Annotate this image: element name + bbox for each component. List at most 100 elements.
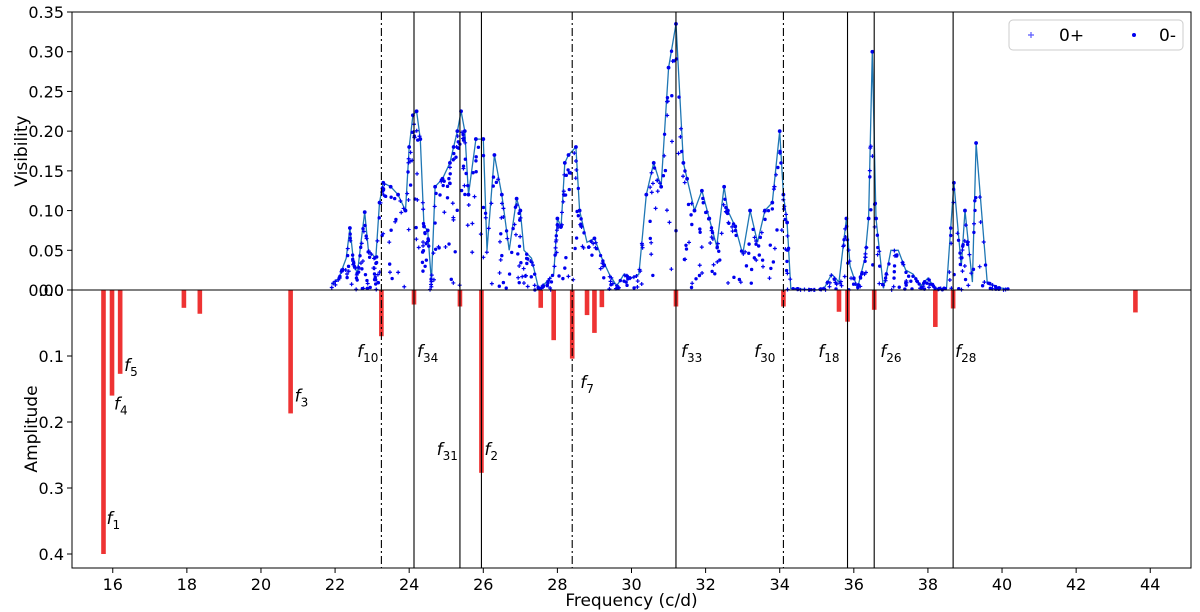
data-point-plus <box>607 274 612 279</box>
data-point-minus <box>553 253 557 257</box>
data-point-plus <box>501 215 506 220</box>
data-point-minus <box>358 254 362 258</box>
data-point-plus <box>785 233 790 238</box>
data-point-minus <box>690 222 694 227</box>
data-point-minus <box>525 261 529 266</box>
data-point-minus <box>363 223 367 228</box>
data-point-minus <box>499 192 504 197</box>
y-axis-label-visibility: Visibility <box>12 115 32 186</box>
data-point-minus <box>876 245 880 250</box>
data-point-minus <box>965 242 970 247</box>
data-point-plus <box>649 252 654 257</box>
data-point-minus <box>473 137 478 141</box>
data-point-minus <box>697 273 702 278</box>
data-point-plus <box>521 266 526 271</box>
data-point-minus <box>948 226 953 230</box>
data-point-minus <box>866 216 871 221</box>
data-point-minus <box>601 259 605 263</box>
data-point-minus <box>769 266 773 271</box>
data-point-plus <box>977 195 982 200</box>
data-point-plus <box>715 241 720 246</box>
data-point-minus <box>666 65 671 70</box>
data-point-plus <box>884 272 889 277</box>
data-point-plus <box>591 241 596 246</box>
data-point-plus <box>561 189 566 194</box>
frequency-label: f5 <box>124 356 138 379</box>
data-point-plus <box>329 285 334 290</box>
data-point-minus <box>481 137 486 141</box>
data-point-minus <box>559 224 563 229</box>
data-point-minus <box>557 274 561 278</box>
data-point-minus <box>453 250 457 254</box>
data-point-plus <box>867 168 872 173</box>
data-point-plus <box>354 272 359 277</box>
data-point-plus <box>772 184 777 189</box>
data-point-plus <box>719 231 724 236</box>
amplitude-bar <box>592 290 597 333</box>
data-point-plus <box>416 245 421 250</box>
data-point-plus <box>489 281 494 286</box>
data-point-plus <box>354 287 359 292</box>
data-point-minus <box>389 228 393 232</box>
data-point-minus <box>758 235 763 240</box>
data-point-plus <box>579 223 584 228</box>
data-point-minus <box>348 232 352 236</box>
data-point-minus <box>448 172 452 176</box>
data-point-minus <box>684 247 689 251</box>
data-point-minus <box>906 274 911 278</box>
data-point-minus <box>517 244 522 248</box>
data-point-minus <box>733 228 738 233</box>
data-point-plus <box>554 250 559 255</box>
data-point-plus <box>593 240 598 245</box>
data-point-minus <box>449 277 453 282</box>
data-point-minus <box>562 161 567 165</box>
legend-marker-plus <box>1028 32 1034 38</box>
data-point-plus <box>523 273 528 278</box>
data-point-plus <box>678 134 683 139</box>
frequency-label: f7 <box>580 373 594 396</box>
data-point-plus <box>572 151 577 156</box>
visibility-panel: 0.00 0.05 0.10 0.15 0.20 0.25 0.30 0.35 Visibili… <box>12 3 1184 300</box>
data-point-minus <box>425 228 430 233</box>
data-point-plus <box>513 232 518 237</box>
data-point-plus <box>634 274 639 279</box>
data-point-plus <box>501 206 506 211</box>
shared-axes: 16 18 20 22 24 26 28 30 32 34 36 38 40 42 44 Frequency … <box>71 11 1192 611</box>
data-point-plus <box>877 281 882 286</box>
data-point-minus <box>661 173 666 178</box>
data-point-plus <box>429 284 434 289</box>
data-point-minus <box>917 282 921 286</box>
data-point-plus <box>662 153 667 158</box>
data-point-minus <box>704 210 708 215</box>
data-point-plus <box>847 259 852 264</box>
data-point-minus <box>510 250 514 255</box>
data-point-minus <box>438 193 442 197</box>
data-point-minus <box>698 227 702 231</box>
data-point-plus <box>541 283 546 288</box>
data-point-plus <box>637 267 642 272</box>
data-point-plus <box>982 280 987 285</box>
data-point-plus <box>863 255 868 260</box>
data-point-plus <box>772 246 777 251</box>
data-point-minus <box>732 275 736 280</box>
data-point-plus <box>669 267 674 272</box>
data-point-minus <box>517 211 521 216</box>
data-point-plus <box>965 240 970 245</box>
data-point-minus <box>356 270 361 274</box>
data-point-minus <box>598 253 603 258</box>
data-point-minus <box>563 193 568 197</box>
data-point-minus <box>374 260 379 265</box>
data-point-minus <box>709 226 714 230</box>
data-point-minus <box>367 255 372 259</box>
x-tick-label: 40 <box>992 575 1012 594</box>
frequency-label: f30 <box>754 342 775 365</box>
data-point-minus <box>776 165 780 170</box>
data-point-minus <box>662 132 667 136</box>
data-point-plus <box>481 255 486 260</box>
data-point-plus <box>682 180 687 185</box>
data-point-minus <box>414 109 419 114</box>
data-point-minus <box>511 226 515 231</box>
data-point-plus <box>972 221 977 226</box>
data-point-minus <box>701 196 705 201</box>
x-axis-label: Frequency (c/d) <box>565 591 697 611</box>
